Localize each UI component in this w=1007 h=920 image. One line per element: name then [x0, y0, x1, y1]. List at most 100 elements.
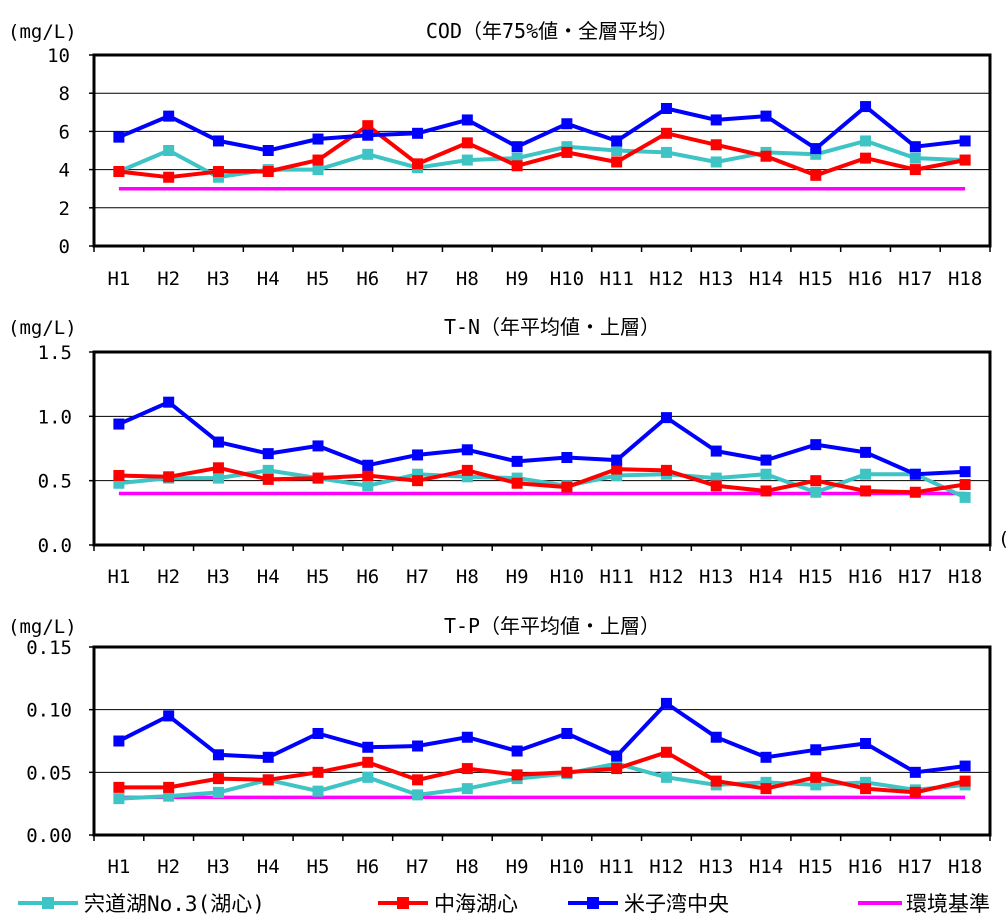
data-point-nakaumi	[511, 477, 523, 489]
data-point-shinjiko	[362, 480, 374, 492]
legend-marker-nakaumi	[397, 897, 409, 909]
data-point-yonago	[660, 102, 672, 114]
data-point-yonago	[412, 740, 424, 752]
data-point-yonago	[113, 131, 125, 143]
data-point-nakaumi	[561, 146, 573, 158]
x-tick-label: H3	[207, 566, 230, 588]
data-point-yonago	[959, 135, 971, 147]
data-point-shinjiko	[860, 776, 872, 788]
y-tick-label: 0.0	[38, 535, 72, 557]
data-point-nakaumi	[262, 166, 274, 178]
data-point-yonago	[312, 133, 324, 145]
y-unit-label: (mg/L)	[8, 317, 77, 339]
x-tick-label: H18	[948, 268, 982, 290]
data-point-shinjiko	[461, 154, 473, 166]
data-point-nakaumi	[312, 472, 324, 484]
x-tick-label: H16	[848, 856, 882, 878]
legend-marker-shinjiko	[42, 897, 54, 909]
data-point-nakaumi	[660, 746, 672, 758]
data-point-shinjiko	[262, 464, 274, 476]
chart-title: T-P（年平均値・上層）	[444, 614, 660, 638]
y-tick-label: 2	[59, 198, 70, 220]
x-tick-label: H13	[699, 856, 733, 878]
data-point-nakaumi	[412, 158, 424, 170]
data-point-yonago	[262, 145, 274, 156]
data-point-yonago	[760, 110, 772, 122]
data-point-shinjiko	[461, 471, 473, 483]
data-point-yonago	[959, 466, 971, 478]
data-point-yonago	[561, 727, 573, 739]
series-line-shinjiko	[118, 761, 966, 801]
data-point-shinjiko	[212, 171, 224, 183]
data-point-nakaumi	[212, 773, 224, 785]
data-point-shinjiko	[810, 486, 822, 498]
data-point-nakaumi	[909, 486, 921, 498]
data-point-nakaumi	[561, 481, 573, 493]
data-point-shinjiko	[362, 771, 374, 783]
data-point-nakaumi	[362, 120, 374, 132]
x-tick-label: H7	[406, 566, 429, 588]
data-point-shinjiko	[113, 793, 125, 805]
x-tick-label: H12	[649, 856, 683, 878]
x-tick-label: H9	[506, 268, 529, 290]
x-tick-label: H17	[898, 856, 932, 878]
data-point-nakaumi	[959, 775, 971, 787]
data-point-nakaumi	[959, 154, 971, 166]
x-tick-label: H6	[356, 566, 379, 588]
data-point-nakaumi	[113, 166, 125, 178]
x-tick-label: H12	[649, 268, 683, 290]
data-point-shinjiko	[611, 470, 623, 482]
data-point-yonago	[163, 110, 175, 122]
data-point-nakaumi	[611, 156, 623, 168]
data-point-yonago	[461, 444, 473, 456]
x-tick-label: H18	[948, 566, 982, 588]
data-point-shinjiko	[710, 156, 722, 168]
x-tick-label: H5	[307, 268, 330, 290]
data-point-nakaumi	[262, 473, 274, 485]
data-point-shinjiko	[362, 148, 374, 160]
chart-title: COD（年75%値・全層平均）	[426, 19, 678, 43]
data-point-nakaumi	[810, 771, 822, 783]
data-point-nakaumi	[412, 475, 424, 487]
data-point-yonago	[163, 710, 175, 722]
data-point-shinjiko	[312, 785, 324, 797]
data-point-yonago	[511, 141, 523, 153]
data-point-nakaumi	[561, 766, 573, 778]
series-line-shinjiko	[118, 468, 966, 500]
data-point-nakaumi	[810, 475, 822, 487]
data-point-yonago	[810, 744, 822, 756]
data-point-yonago	[113, 418, 125, 430]
data-point-yonago	[909, 766, 921, 778]
y-tick-label: 0.15	[26, 637, 72, 659]
x-tick-label: H11	[600, 856, 634, 878]
data-point-nakaumi	[262, 774, 274, 786]
data-point-yonago	[362, 741, 374, 753]
y-tick-label: 0.05	[26, 762, 72, 784]
data-point-shinjiko	[212, 786, 224, 798]
data-point-yonago	[312, 440, 324, 452]
data-point-shinjiko	[412, 789, 424, 801]
data-point-nakaumi	[163, 781, 175, 793]
data-point-nakaumi	[312, 154, 324, 166]
x-tick-label: H9	[506, 566, 529, 588]
x-tick-label: H14	[749, 856, 783, 878]
data-point-shinjiko	[860, 135, 872, 147]
data-point-nakaumi	[362, 756, 374, 768]
data-point-nakaumi	[909, 164, 921, 176]
x-tick-label: H9	[506, 856, 529, 878]
data-point-shinjiko	[312, 164, 324, 176]
data-point-yonago	[760, 454, 772, 466]
data-point-yonago	[710, 731, 722, 743]
series-line-yonago	[117, 701, 966, 775]
data-point-yonago	[710, 445, 722, 457]
x-tick-label: H8	[456, 856, 479, 878]
data-point-nakaumi	[611, 463, 623, 475]
data-point-nakaumi	[810, 169, 822, 181]
x-tick-label: H1	[107, 856, 130, 878]
data-point-nakaumi	[710, 775, 722, 787]
series-line-yonago	[118, 400, 966, 477]
x-tick-label: H2	[157, 856, 180, 878]
data-point-shinjiko	[163, 790, 175, 802]
data-point-yonago	[860, 101, 872, 113]
data-point-yonago	[461, 114, 473, 126]
